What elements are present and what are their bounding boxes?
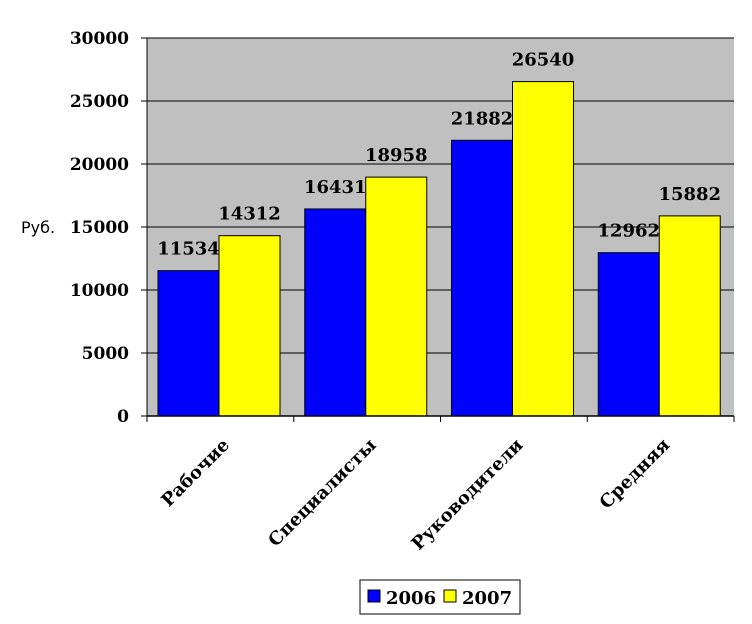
bar-2006-2 <box>451 139 513 417</box>
legend-swatch-2006 <box>367 589 381 603</box>
y-axis-label: Руб. <box>21 218 55 237</box>
bar-2006-3 <box>597 252 660 417</box>
y-tick-label-3: 15000 <box>70 218 129 238</box>
data-label-2007-2: 26540 <box>512 50 575 71</box>
y-tick-label-4: 20000 <box>70 155 129 175</box>
y-tick-label-0: 0 <box>117 407 129 427</box>
data-label-2006-3: 12962 <box>597 221 660 242</box>
data-label-2007-3: 15882 <box>658 184 721 205</box>
legend-box <box>359 579 521 615</box>
y-tick-label-5: 25000 <box>70 92 129 112</box>
y-tick-label-1: 5000 <box>82 344 129 364</box>
data-label-2006-2: 21882 <box>451 108 514 129</box>
legend-swatch-2007 <box>443 589 457 603</box>
category-labels: Рабочие Специалисты Руководители Средняя <box>157 435 674 555</box>
data-labels: 11534 14312 16431 18958 21882 26540 12962 15882 <box>157 50 721 260</box>
legend-label-2007: 2007 <box>462 588 512 609</box>
bar-2007-0 <box>218 235 281 417</box>
category-label-0: Рабочие <box>157 435 234 512</box>
bars <box>157 81 721 417</box>
legend: 2006 2007 <box>359 579 521 615</box>
y-tick-label-2: 10000 <box>70 281 129 301</box>
bar-2007-1 <box>365 176 428 417</box>
y-tick-label-6: 30000 <box>70 29 129 49</box>
bar-2007-3 <box>658 215 721 417</box>
data-label-2007-0: 14312 <box>218 204 281 225</box>
category-label-1: Специалисты <box>264 435 380 551</box>
category-label-2: Руководители <box>408 435 528 555</box>
category-label-3: Средняя <box>596 435 675 514</box>
bar-2007-2 <box>512 81 574 417</box>
data-label-2006-1: 16431 <box>304 177 367 198</box>
bar-2006-0 <box>157 270 220 417</box>
bar-2006-1 <box>304 208 367 417</box>
axes <box>141 37 735 422</box>
y-tick-labels: 0 5000 10000 15000 20000 25000 30000 <box>70 29 129 427</box>
legend-label-2006: 2006 <box>386 588 436 609</box>
data-label-2006-0: 11534 <box>157 239 220 260</box>
data-label-2007-1: 18958 <box>365 145 428 166</box>
